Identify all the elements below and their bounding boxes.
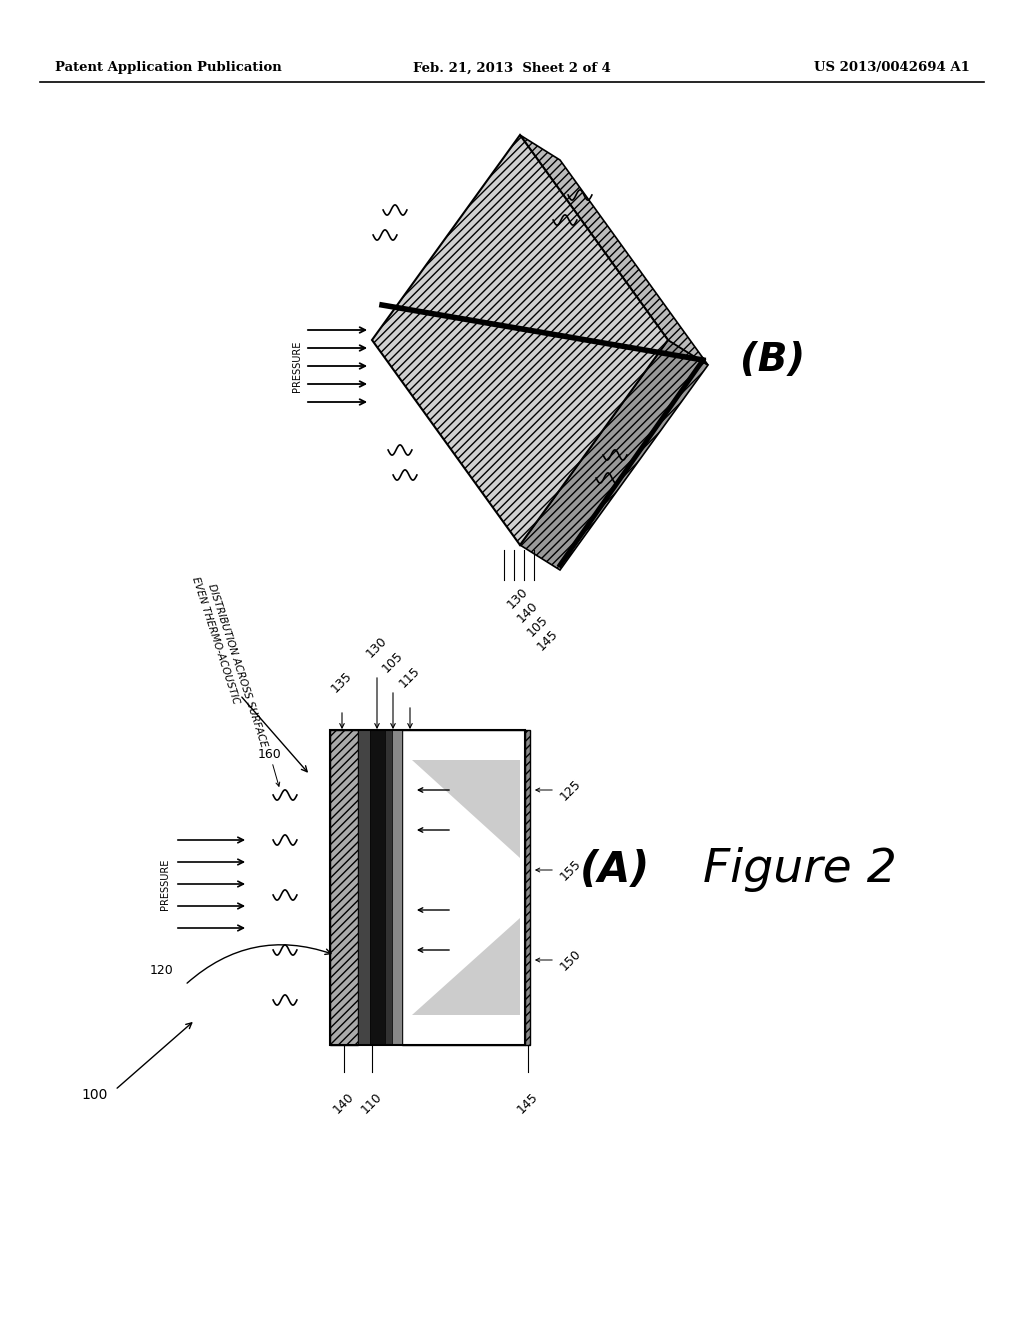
Text: 120: 120 [151, 964, 174, 977]
Text: 160: 160 [258, 748, 282, 762]
Text: Patent Application Publication: Patent Application Publication [55, 62, 282, 74]
Text: 140: 140 [515, 599, 541, 624]
Text: 145: 145 [514, 1090, 541, 1115]
Text: 130: 130 [364, 634, 390, 660]
Polygon shape [385, 730, 392, 1045]
Polygon shape [358, 730, 370, 1045]
Text: 150: 150 [558, 946, 584, 973]
Polygon shape [412, 917, 520, 1015]
Text: 155: 155 [558, 857, 584, 883]
Text: Feb. 21, 2013  Sheet 2 of 4: Feb. 21, 2013 Sheet 2 of 4 [413, 62, 611, 74]
Text: (A): (A) [580, 849, 650, 891]
Text: 110: 110 [358, 1090, 384, 1115]
Polygon shape [402, 730, 525, 1045]
Polygon shape [520, 135, 708, 366]
Text: 135: 135 [329, 669, 355, 696]
Polygon shape [372, 135, 668, 545]
Polygon shape [330, 730, 358, 1045]
Polygon shape [520, 341, 708, 570]
Text: Figure 2: Figure 2 [703, 847, 897, 892]
Polygon shape [412, 760, 520, 858]
Text: 100: 100 [82, 1088, 109, 1102]
Text: 115: 115 [397, 664, 423, 690]
Text: 140: 140 [331, 1090, 357, 1115]
Text: PRESSURE: PRESSURE [160, 858, 170, 909]
Text: 125: 125 [558, 777, 584, 803]
Polygon shape [370, 730, 385, 1045]
Polygon shape [392, 730, 402, 1045]
Text: 105: 105 [525, 612, 551, 639]
Text: 130: 130 [505, 585, 531, 611]
Text: US 2013/0042694 A1: US 2013/0042694 A1 [814, 62, 970, 74]
Text: PRESSURE: PRESSURE [292, 341, 302, 392]
Text: 145: 145 [535, 627, 561, 653]
Text: EVEN THERMO-ACOUSTIC: EVEN THERMO-ACOUSTIC [189, 576, 241, 705]
Text: DISTRIBUTION ACROSS SURFACE: DISTRIBUTION ACROSS SURFACE [206, 582, 268, 748]
Text: (B): (B) [740, 341, 806, 379]
Text: 105: 105 [380, 649, 407, 675]
Polygon shape [525, 730, 530, 1045]
